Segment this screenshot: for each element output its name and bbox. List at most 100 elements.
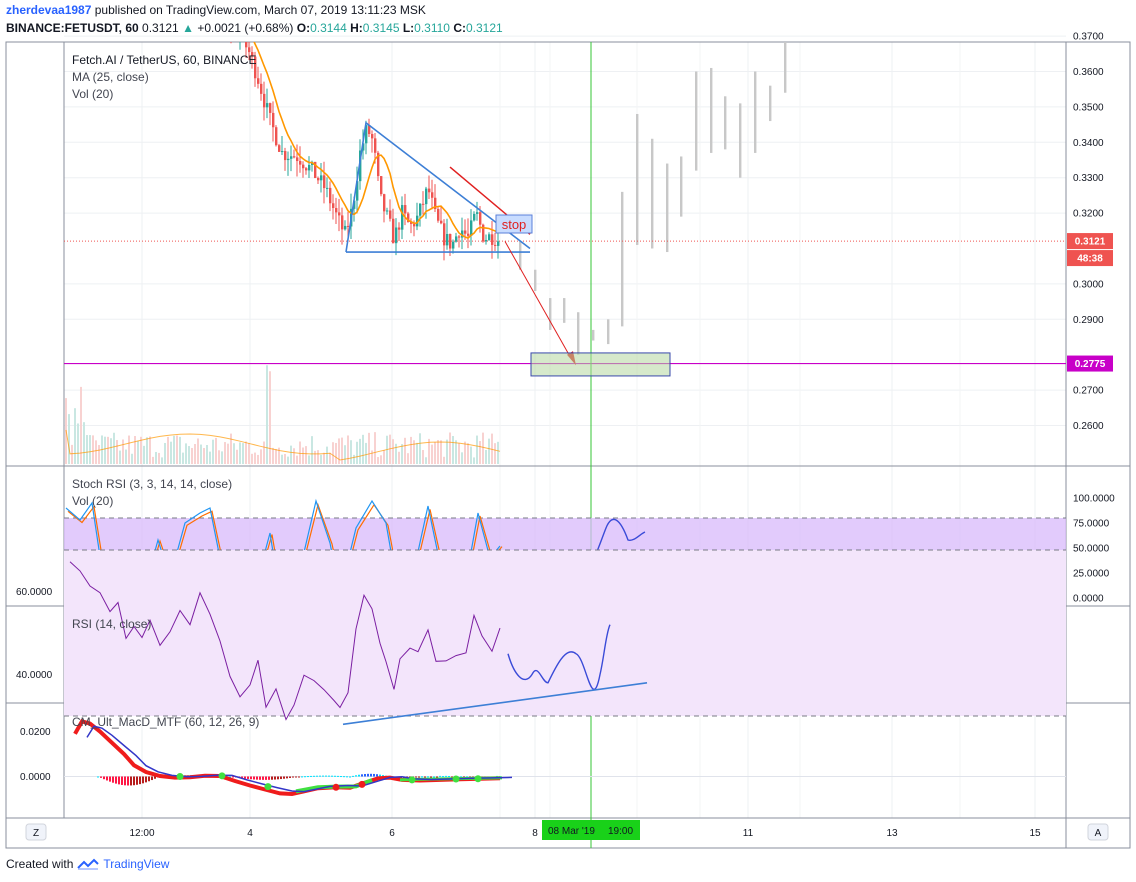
volume-bar <box>125 449 127 464</box>
volume-bar <box>218 450 220 464</box>
volume-bar <box>197 438 199 464</box>
candle-body <box>416 215 419 227</box>
macd-histogram-bar <box>313 775 315 777</box>
volume-bar <box>488 438 490 464</box>
projected-bar <box>724 96 727 150</box>
tradingview-brand[interactable]: TradingView <box>103 857 170 871</box>
macd-histogram-bar <box>307 776 309 778</box>
stoch-legend[interactable]: Stoch RSI (3, 3, 14, 14, close) <box>72 477 233 491</box>
macd-pane[interactable] <box>64 719 1066 797</box>
macd-histogram-bar <box>364 774 366 777</box>
last-price-tag-bg <box>1067 233 1113 250</box>
macd-legend[interactable]: CM_Ult_MacD_MTF (60, 12, 26, 9) <box>72 715 260 729</box>
high-value: 0.3145 <box>362 21 400 35</box>
volume-bar <box>116 440 118 464</box>
volume-bar <box>380 455 382 464</box>
candle-body <box>443 223 446 246</box>
macd-tick-label: 0.0200 <box>20 727 51 738</box>
candle-body <box>320 175 323 181</box>
candle-body <box>68 26 70 27</box>
candle-body <box>455 236 458 242</box>
volume-bar <box>137 440 139 464</box>
macd-cross-dot <box>474 775 482 783</box>
stoch-vol-legend[interactable]: Vol (20) <box>72 494 114 508</box>
volume-bar <box>371 450 373 464</box>
volume-bar <box>278 447 280 464</box>
volume-bar <box>359 438 361 464</box>
candle-body <box>269 103 272 113</box>
volume-bar <box>485 449 487 464</box>
candle-body <box>380 176 383 195</box>
volume-bar <box>395 443 397 464</box>
volume-bar <box>335 442 337 464</box>
rsi-legend[interactable]: RSI (14, close) <box>72 617 152 631</box>
rsi-pane[interactable] <box>64 549 1066 726</box>
candle-body <box>224 6 226 14</box>
ma-legend[interactable]: MA (25, close) <box>72 70 149 84</box>
target-price-tag: 0.2775 <box>1075 359 1106 370</box>
macd-cross-dot <box>408 776 416 784</box>
candle-body <box>113 6 115 14</box>
candle-body <box>191 2 193 7</box>
candle-body <box>374 138 377 153</box>
candle-body <box>479 212 482 225</box>
macd-histogram-bar <box>142 776 144 784</box>
macd-histogram-bar <box>133 776 135 786</box>
volume-bar <box>446 439 448 464</box>
price-tick-label: 0.3000 <box>1073 279 1104 290</box>
macd-histogram-bar <box>124 776 126 786</box>
main-pane[interactable]: stop <box>64 0 1066 848</box>
volume-bar <box>158 452 160 464</box>
volume-bar <box>299 441 301 464</box>
auto-scale-button-bg <box>1087 823 1109 841</box>
volume-bar <box>74 408 76 464</box>
volume-bar <box>173 435 175 464</box>
macd-histogram-bar <box>325 775 327 777</box>
candle-body <box>293 156 296 158</box>
change-arrow-icon: ▲ <box>182 21 194 35</box>
volume-bar <box>467 443 469 464</box>
volume-bar <box>449 432 451 464</box>
candle-body <box>263 93 266 108</box>
candle-body <box>296 157 299 162</box>
vol-legend[interactable]: Vol (20) <box>72 87 114 101</box>
candle-body <box>305 168 308 171</box>
volume-bar <box>68 414 70 464</box>
change-value: +0.0021 (+0.68%) <box>197 21 294 35</box>
macd-histogram-bar <box>277 776 279 780</box>
candle-body <box>257 78 260 84</box>
symbol-label: BINANCE:FETUSDT, 60 <box>6 21 139 35</box>
candle-body <box>461 230 464 238</box>
volume-bar <box>323 452 325 464</box>
macd-histogram-bar <box>106 776 108 781</box>
volume-bar <box>185 443 187 464</box>
volume-bar <box>401 444 403 464</box>
author-name[interactable]: zherdevaa1987 <box>6 3 92 17</box>
candle-body <box>239 37 241 38</box>
macd-histogram-bar <box>295 776 297 778</box>
candle-body <box>494 244 497 246</box>
price-tick-label: 0.3200 <box>1073 209 1104 220</box>
volume-bar <box>209 451 211 464</box>
candle-body <box>260 83 263 94</box>
candle-body <box>299 161 302 165</box>
candle-body <box>473 213 476 221</box>
macd-histogram-bar <box>448 775 450 777</box>
publish-header: zherdevaa1987 published on TradingView.c… <box>6 3 426 17</box>
close-label: C: <box>453 21 466 35</box>
macd-histogram-bar <box>103 776 105 780</box>
macd-histogram-bar <box>154 776 156 779</box>
macd-histogram-bar <box>139 776 141 785</box>
volume-bar <box>230 433 232 464</box>
volume-bar <box>269 371 271 464</box>
candle-body <box>272 112 275 128</box>
volume-bar <box>368 432 370 464</box>
macd-histogram-bar <box>268 776 270 780</box>
volume-bar <box>92 435 94 464</box>
volume-bar <box>419 433 421 464</box>
volume-bar <box>146 437 148 464</box>
macd-histogram-bar <box>250 776 252 780</box>
volume-bar <box>311 436 313 464</box>
time-tick-label: 12:00 <box>129 828 154 839</box>
